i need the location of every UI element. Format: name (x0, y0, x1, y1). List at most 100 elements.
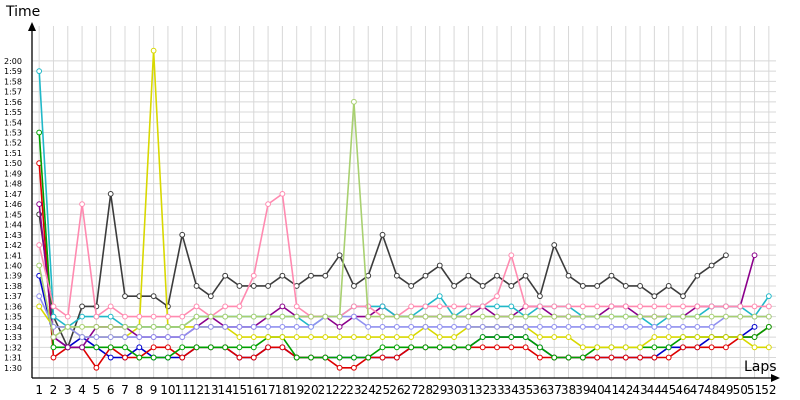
data-point (579, 283, 586, 289)
data-point (565, 272, 572, 279)
data-point (737, 313, 744, 320)
x-tick-label: 43 (632, 383, 647, 397)
data-point (393, 354, 400, 361)
data-point (751, 303, 758, 310)
x-tick-label: 51 (747, 383, 762, 397)
x-tick-label: 46 (675, 383, 690, 397)
data-point (723, 303, 729, 310)
y-tick-label: 1:41 (4, 251, 22, 260)
x-tick-label: 23 (346, 383, 361, 397)
data-point (308, 323, 314, 330)
y-tick-label: 1:34 (4, 323, 22, 332)
data-point (465, 323, 472, 330)
y-tick-label: 1:51 (4, 149, 22, 158)
x-tick-label: 21 (318, 383, 333, 397)
data-point (322, 313, 329, 320)
x-tick-label: 38 (561, 383, 576, 397)
y-tick-label: 2:00 (4, 57, 22, 66)
data-point (351, 303, 357, 310)
y-tick-label: 1:43 (4, 231, 22, 240)
x-tick-label: 34 (504, 383, 519, 397)
x-tick-label: 22 (332, 383, 347, 397)
data-point (565, 303, 572, 310)
data-point (579, 323, 586, 330)
y-tick-label: 1:57 (4, 88, 22, 97)
data-point (637, 283, 643, 289)
x-tick-label: 48 (704, 383, 719, 397)
data-point (637, 354, 643, 361)
data-point (179, 323, 186, 330)
data-point (737, 303, 744, 310)
data-point (594, 313, 601, 320)
data-point (250, 313, 257, 320)
data-point (651, 334, 658, 340)
data-point (694, 323, 701, 330)
data-point (479, 303, 486, 310)
data-point (279, 272, 286, 279)
data-point (422, 272, 429, 279)
data-point (179, 231, 186, 238)
data-point (723, 344, 729, 351)
data-point (393, 272, 400, 279)
data-point (122, 344, 128, 351)
data-point (522, 313, 529, 320)
data-point (537, 323, 543, 330)
data-point (279, 313, 286, 320)
data-point (165, 313, 171, 320)
data-point (265, 334, 271, 340)
x-tick-label: 42 (618, 383, 633, 397)
data-point (36, 303, 43, 310)
data-point (165, 354, 171, 361)
data-point (708, 313, 715, 320)
data-point (236, 344, 243, 351)
x-axis-arrow (771, 374, 780, 382)
data-point (479, 313, 486, 320)
data-point (93, 364, 100, 371)
x-tick-label: 24 (361, 383, 376, 397)
data-point (579, 344, 586, 351)
data-point (165, 323, 171, 330)
data-point (594, 323, 601, 330)
y-tick-label: 1:46 (4, 200, 22, 209)
x-tick-label: 11 (175, 383, 190, 397)
data-point (751, 313, 758, 320)
series-line (38, 193, 769, 318)
data-point (351, 313, 357, 320)
data-point (336, 313, 343, 320)
data-point (179, 344, 186, 351)
data-point (637, 323, 643, 330)
data-point (408, 313, 415, 320)
data-point (422, 323, 429, 330)
x-tick-label: 27 (404, 383, 419, 397)
data-point (36, 242, 43, 248)
data-point (680, 323, 686, 330)
data-point (537, 303, 543, 310)
data-point (765, 344, 772, 351)
data-point (379, 231, 386, 238)
data-point (150, 354, 157, 361)
y-tick-label: 1:32 (4, 343, 22, 352)
data-point (708, 334, 715, 340)
series-1 (36, 190, 729, 351)
data-point (522, 303, 529, 310)
x-tick-label: 47 (690, 383, 705, 397)
data-point (422, 344, 429, 351)
data-point (64, 344, 71, 351)
data-point (150, 323, 157, 330)
data-point (479, 334, 486, 340)
data-point (250, 334, 257, 340)
x-axis-title: Laps (744, 359, 777, 375)
data-point (150, 313, 157, 320)
data-point (193, 323, 200, 330)
data-point (279, 344, 286, 351)
data-point (351, 354, 357, 361)
data-point (308, 313, 314, 320)
data-point (765, 313, 772, 320)
data-point (680, 334, 686, 340)
y-tick-label: 1:38 (4, 282, 22, 291)
data-point (637, 313, 643, 320)
data-point (436, 303, 443, 310)
data-point (537, 354, 543, 361)
data-point (193, 344, 200, 351)
x-tick-label: 31 (461, 383, 476, 397)
